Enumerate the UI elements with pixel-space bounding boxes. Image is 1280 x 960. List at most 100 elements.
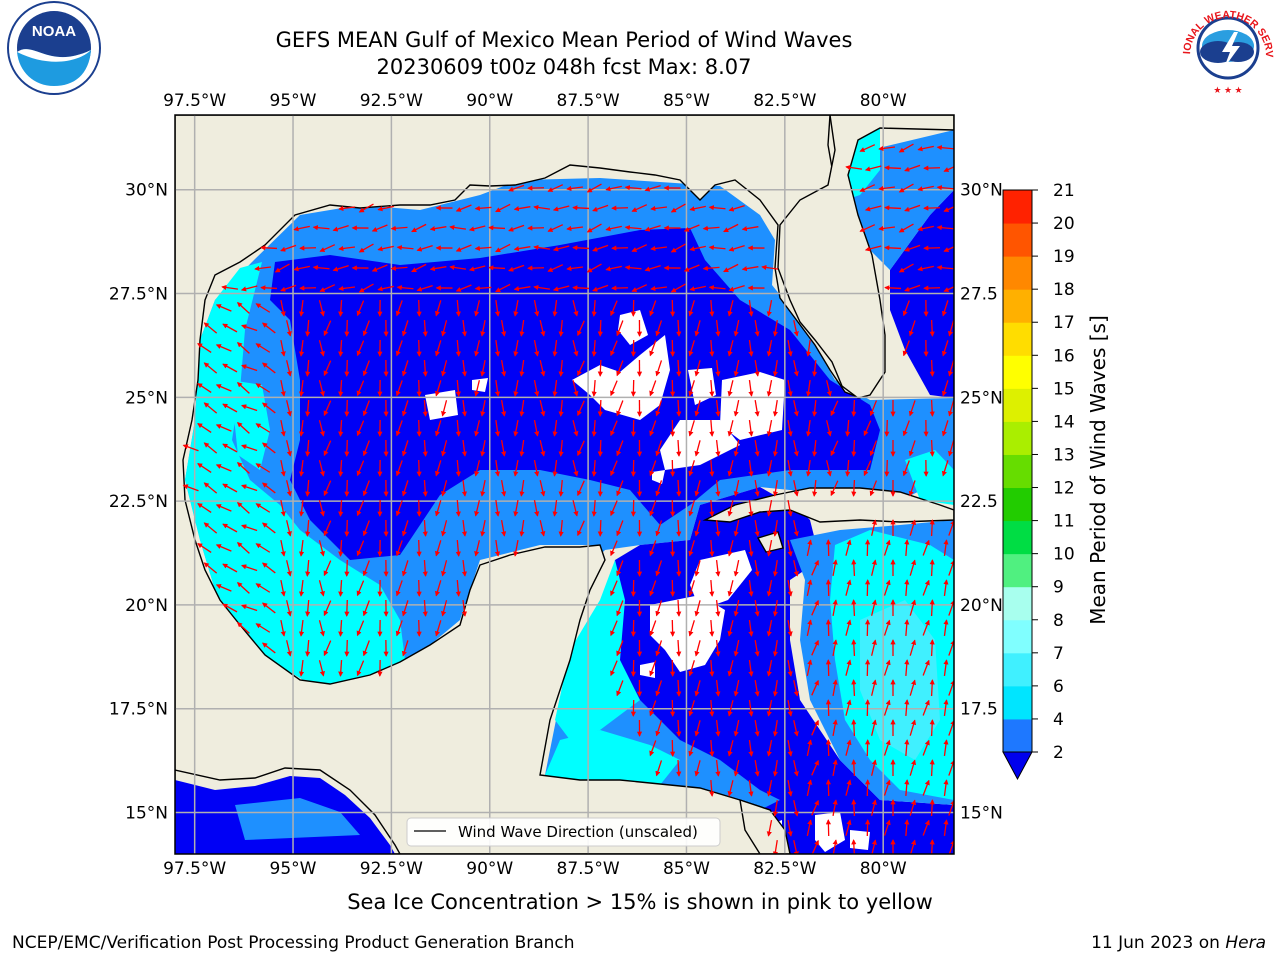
wave-direction-arrow (566, 225, 584, 232)
wave-direction-arrow (929, 799, 935, 817)
wave-direction-arrow (416, 285, 433, 292)
wave-direction-arrow (255, 383, 271, 393)
wave-direction-arrow (772, 799, 778, 817)
wave-direction-arrow (649, 660, 657, 677)
wave-direction-arrow (286, 480, 292, 497)
wave-direction-arrow (754, 320, 760, 337)
wave-direction-arrow (539, 320, 546, 337)
wave-direction-arrow (494, 379, 501, 397)
wave-direction-arrow (508, 224, 525, 232)
wave-direction-arrow (793, 320, 799, 337)
wave-direction-arrow (362, 640, 370, 657)
wave-direction-arrow (610, 300, 618, 317)
wave-direction-arrow (215, 584, 232, 592)
wave-direction-arrow (943, 819, 949, 837)
wave-direction-arrow (298, 299, 305, 317)
wave-direction-arrow (203, 402, 218, 414)
wave-direction-arrow (416, 299, 422, 317)
wave-direction-arrow (597, 519, 603, 537)
wave-direction-arrow (597, 439, 603, 457)
wave-direction-arrow (871, 719, 877, 736)
wave-direction-arrow (806, 579, 813, 596)
wave-direction-arrow (597, 399, 603, 417)
wave-direction-arrow (197, 463, 212, 473)
wave-direction-arrow (676, 399, 682, 417)
wave-direction-arrow (869, 480, 878, 497)
wave-direction-arrow (395, 580, 403, 597)
wave-direction-arrow (344, 559, 350, 577)
wave-direction-arrow (898, 183, 914, 193)
wave-direction-arrow (255, 343, 271, 353)
wave-direction-arrow (395, 300, 403, 317)
lon-tick-label: 90°W (466, 859, 513, 879)
wave-direction-arrow (715, 399, 721, 417)
wave-direction-arrow (577, 360, 585, 377)
wave-direction-arrow (845, 164, 863, 171)
wave-direction-arrow (793, 680, 799, 697)
wave-direction-arrow (624, 225, 642, 231)
wave-direction-arrow (715, 519, 721, 537)
wave-direction-arrow (733, 760, 740, 777)
wave-direction-arrow (709, 739, 715, 757)
wave-direction-arrow (811, 639, 819, 656)
wave-direction-arrow (474, 300, 480, 317)
wave-direction-arrow (902, 340, 910, 357)
wave-direction-arrow (883, 739, 891, 756)
colorbar-tick-label: 15 (1053, 379, 1075, 399)
wave-direction-arrow (851, 399, 857, 417)
wave-direction-arrow (255, 463, 271, 473)
wave-direction-arrow (377, 245, 394, 252)
wave-direction-arrow (727, 740, 734, 757)
wave-direction-arrow (197, 543, 212, 553)
wave-direction-arrow (513, 380, 519, 397)
wave-direction-arrow (772, 479, 778, 497)
wave-direction-arrow (709, 499, 715, 517)
wave-direction-arrow (344, 599, 350, 617)
wave-direction-arrow (508, 184, 525, 192)
wave-direction-arrow (709, 619, 715, 637)
colorbar-tick-label: 18 (1053, 280, 1075, 300)
wave-direction-arrow (592, 244, 609, 252)
wave-direction-arrow (883, 819, 891, 836)
colorbar-segment (1003, 388, 1032, 422)
wave-direction-arrow (552, 459, 558, 477)
wave-direction-arrow (733, 720, 740, 737)
wave-direction-arrow (434, 540, 442, 557)
wave-direction-arrow (694, 600, 701, 617)
wave-direction-arrow (519, 439, 525, 457)
wave-direction-arrow (610, 620, 618, 637)
wave-direction-arrow (936, 265, 954, 271)
wave-direction-arrow (597, 479, 603, 497)
wave-direction-arrow (338, 205, 356, 212)
wave-direction-arrow (572, 285, 590, 291)
wave-direction-arrow (236, 422, 250, 434)
wave-direction-arrow (422, 399, 428, 417)
wave-direction-arrow (338, 659, 344, 677)
wave-direction-arrow (500, 440, 507, 457)
wave-direction-arrow (356, 380, 365, 397)
wave-direction-arrow (449, 224, 467, 231)
wave-direction-arrow (806, 619, 813, 636)
wave-direction-arrow (513, 540, 519, 557)
wave-direction-arrow (344, 639, 350, 657)
wave-direction-arrow (616, 560, 624, 577)
wave-direction-arrow (832, 799, 838, 816)
wave-direction-arrow (305, 639, 311, 657)
lon-tick-label: 80°W (860, 91, 907, 111)
wave-direction-arrow (215, 504, 232, 512)
wave-direction-arrow (411, 223, 427, 233)
lat-tick-label: 20°N (125, 596, 168, 616)
wave-direction-arrow (519, 519, 525, 537)
wave-direction-arrow (878, 225, 896, 232)
wave-direction-arrow (676, 319, 682, 337)
wave-direction-arrow (616, 480, 624, 497)
wave-direction-arrow (591, 459, 597, 477)
wave-direction-arrow (694, 560, 701, 577)
wave-direction-arrow (787, 740, 793, 757)
wave-direction-arrow (733, 600, 740, 617)
wave-direction-arrow (723, 263, 739, 273)
wave-direction-arrow (748, 499, 754, 517)
lon-tick-label: 90°W (466, 91, 513, 111)
wave-direction-arrow (222, 483, 238, 493)
wave-direction-arrow (688, 580, 695, 597)
